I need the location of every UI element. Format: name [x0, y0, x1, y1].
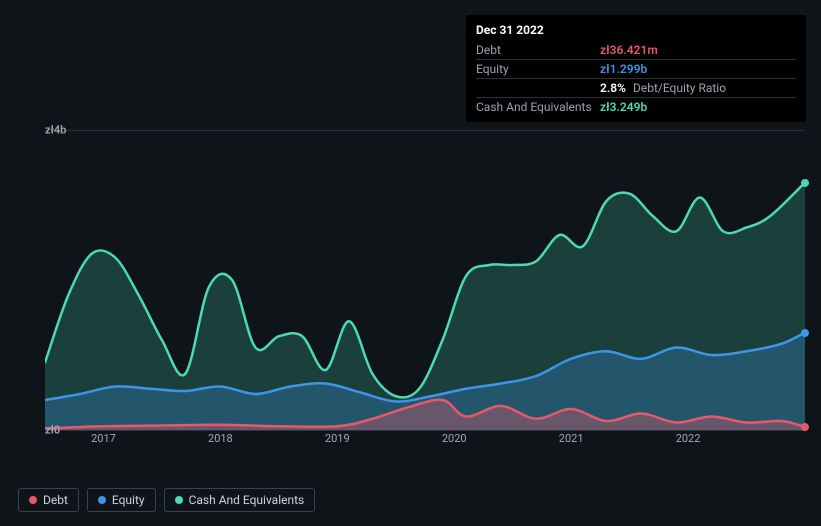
- series-end-dot: [801, 179, 809, 187]
- tooltip-value: zł3.249b: [600, 100, 647, 114]
- legend-dot-icon: [175, 496, 183, 504]
- legend-dot-icon: [98, 496, 106, 504]
- x-axis-label: 2017: [91, 432, 116, 445]
- tooltip-row: 2.8% Debt/Equity Ratio: [476, 79, 796, 98]
- x-axis-label: 2019: [325, 432, 350, 445]
- tooltip-label: [476, 81, 600, 95]
- legend: Debt Equity Cash And Equivalents: [18, 488, 315, 512]
- x-axis-label: 2022: [676, 432, 701, 445]
- chart: 201720182019202020212022 zł0zł4b: [15, 120, 805, 460]
- legend-item[interactable]: Equity: [87, 488, 156, 512]
- tooltip: Dec 31 2022 Debtzł36.421mEquityzł1.299b2…: [466, 15, 806, 122]
- tooltip-row: Equityzł1.299b: [476, 60, 796, 79]
- series-svg: [45, 130, 805, 430]
- tooltip-label: Debt: [476, 43, 600, 57]
- tooltip-row: Debtzł36.421m: [476, 41, 796, 60]
- tooltip-value: zł36.421m: [600, 43, 658, 57]
- tooltip-suffix: Debt/Equity Ratio: [630, 81, 726, 95]
- x-axis-label: 2020: [442, 432, 467, 445]
- plot-area[interactable]: 201720182019202020212022: [45, 130, 805, 430]
- tooltip-date: Dec 31 2022: [476, 21, 796, 41]
- tooltip-label: Cash And Equivalents: [476, 100, 600, 114]
- legend-label: Equity: [112, 493, 145, 507]
- legend-item[interactable]: Debt: [18, 488, 79, 512]
- tooltip-row: Cash And Equivalentszł3.249b: [476, 98, 796, 116]
- legend-label: Cash And Equivalents: [189, 493, 305, 507]
- x-axis-label: 2021: [559, 432, 584, 445]
- tooltip-value: 2.8% Debt/Equity Ratio: [600, 81, 726, 95]
- tooltip-label: Equity: [476, 62, 600, 76]
- y-axis-label: zł4b: [45, 124, 53, 137]
- legend-label: Debt: [43, 493, 68, 507]
- legend-item[interactable]: Cash And Equivalents: [164, 488, 316, 512]
- series-end-dot: [801, 329, 809, 337]
- x-axis-label: 2018: [208, 432, 233, 445]
- tooltip-value: zł1.299b: [600, 62, 647, 76]
- legend-dot-icon: [29, 496, 37, 504]
- y-axis-label: zł0: [45, 424, 53, 437]
